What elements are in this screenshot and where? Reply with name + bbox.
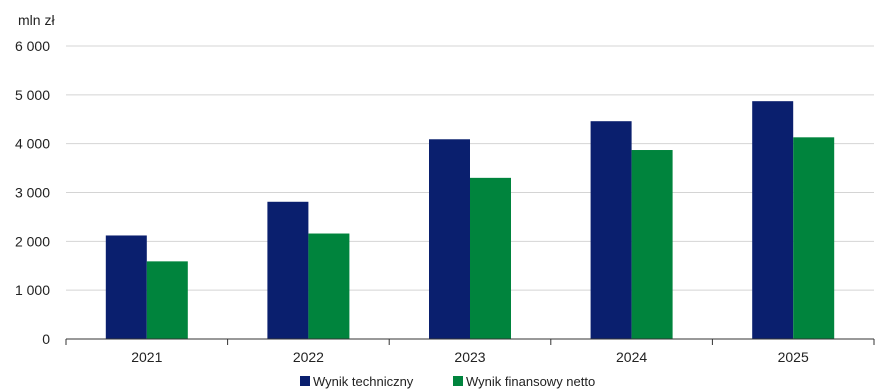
bar-net-2021 (146, 261, 188, 339)
y-tick-label: 5 000 (15, 87, 50, 103)
unit-label: mln zł (18, 12, 55, 28)
y-tick-label: 0 (42, 331, 50, 347)
bars (105, 101, 835, 339)
y-tick-label: 4 000 (15, 136, 50, 152)
x-tick-label: 2025 (778, 349, 809, 365)
bar-technical-2025 (752, 101, 794, 339)
y-tick-label: 6 000 (15, 38, 50, 54)
bar-technical-2024 (590, 121, 632, 339)
legend-label: Wynik techniczny (313, 374, 414, 389)
bar-technical-2023 (429, 139, 470, 339)
y-tick-label: 3 000 (15, 185, 50, 201)
bar-net-2023 (470, 177, 511, 339)
y-tick-label: 2 000 (15, 233, 50, 249)
bar-technical-2022 (267, 201, 309, 339)
x-tick-label: 2021 (131, 349, 162, 365)
legend-label: Wynik finansowy netto (466, 374, 595, 389)
x-tick-label: 2022 (293, 349, 324, 365)
bar-net-2025 (793, 137, 835, 339)
x-axis-ticks: 2021 2022 2023 2024 2025 (65, 339, 875, 365)
x-tick-label: 2024 (616, 349, 647, 365)
bar-net-2022 (308, 233, 350, 339)
legend-swatch (453, 376, 463, 386)
y-axis-ticks: 0 1 000 2 000 3 000 4 000 5 000 6 000 (15, 38, 50, 347)
y-tick-label: 1 000 (15, 282, 50, 298)
bar-technical-2021 (105, 235, 147, 339)
x-tick-label: 2023 (454, 349, 485, 365)
legend: Wynik techniczny Wynik finansowy netto (300, 374, 595, 389)
legend-swatch (300, 376, 310, 386)
bar-net-2024 (631, 150, 673, 339)
